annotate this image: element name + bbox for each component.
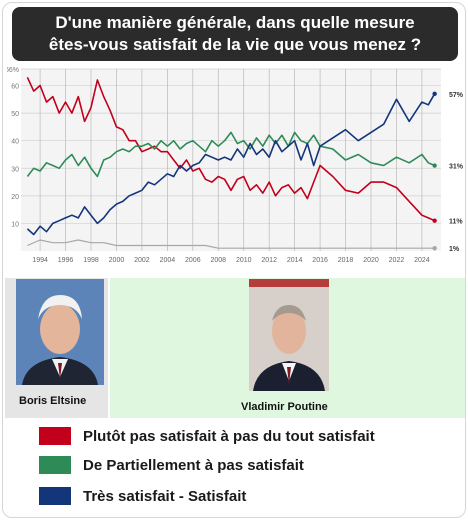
x-tick-label: 1994 (32, 257, 48, 264)
page-title: D'une manière générale, dans quelle mesu… (12, 12, 458, 56)
x-tick-label: 2018 (338, 257, 354, 264)
series-end-point (432, 163, 437, 168)
y-tick-label: 30 (11, 166, 19, 173)
series-end-point (432, 246, 437, 251)
axis-labels: 66%6050403020101994199619982000200220042… (5, 67, 464, 264)
end-value-label: 57% (449, 92, 464, 99)
x-tick-label: 2000 (109, 257, 125, 264)
x-tick-label: 2024 (414, 257, 430, 264)
putin-photo (249, 279, 329, 391)
series-line-blue (26, 93, 436, 236)
yeltsin-caption: Boris Eltsine (19, 395, 87, 407)
putin-caption: Vladimir Poutine (241, 401, 328, 413)
y-tick-label: 60 (11, 84, 19, 91)
series-end-point (432, 91, 437, 97)
series-lines (26, 76, 437, 251)
series-end-point (432, 218, 437, 223)
end-value-label: 1% (449, 246, 460, 253)
y-tick-label: 20 (11, 194, 19, 201)
x-tick-label: 2014 (287, 257, 303, 264)
x-tick-label: 2010 (236, 257, 252, 264)
legend-label-red: Plutôt pas satisfait à pas du tout satis… (83, 428, 375, 445)
title-line-2: êtes-vous satisfait de la vie que vous m… (48, 35, 422, 54)
series-line-green (26, 131, 435, 178)
legend-label-blue: Très satisfait - Satisfait (83, 488, 247, 505)
x-tick-label: 2006 (185, 257, 201, 264)
x-tick-label: 2002 (134, 257, 150, 264)
legend-swatch-green (39, 456, 71, 474)
yeltsin-photo (16, 279, 104, 385)
line-chart: 66%6050403020101994199619982000200220042… (5, 66, 465, 276)
legend-swatch-red (39, 427, 71, 445)
y-tick-label: 66% (7, 67, 19, 74)
legend-label-green: De Partiellement à pas satisfait (83, 457, 304, 474)
x-tick-label: 1996 (58, 257, 74, 264)
x-tick-label: 2012 (261, 257, 277, 264)
end-value-label: 11% (449, 219, 463, 226)
x-tick-label: 1998 (83, 257, 99, 264)
title-banner: D'une manière générale, dans quelle mesu… (12, 7, 458, 61)
x-tick-label: 2008 (210, 257, 226, 264)
title-line-1: D'une manière générale, dans quelle mesu… (55, 13, 415, 32)
y-tick-label: 50 (11, 111, 19, 118)
x-tick-label: 2004 (160, 257, 176, 264)
series-line-grey (27, 239, 435, 249)
legend-swatch-blue (39, 487, 71, 505)
y-tick-label: 10 (11, 221, 19, 228)
chart-svg: 66%6050403020101994199619982000200220042… (5, 67, 464, 264)
x-tick-label: 2022 (389, 257, 405, 264)
x-tick-label: 2016 (312, 257, 328, 264)
series-line-red (26, 76, 435, 222)
x-tick-label: 2020 (363, 257, 379, 264)
end-value-label: 31% (449, 164, 464, 171)
y-tick-label: 40 (11, 139, 19, 146)
